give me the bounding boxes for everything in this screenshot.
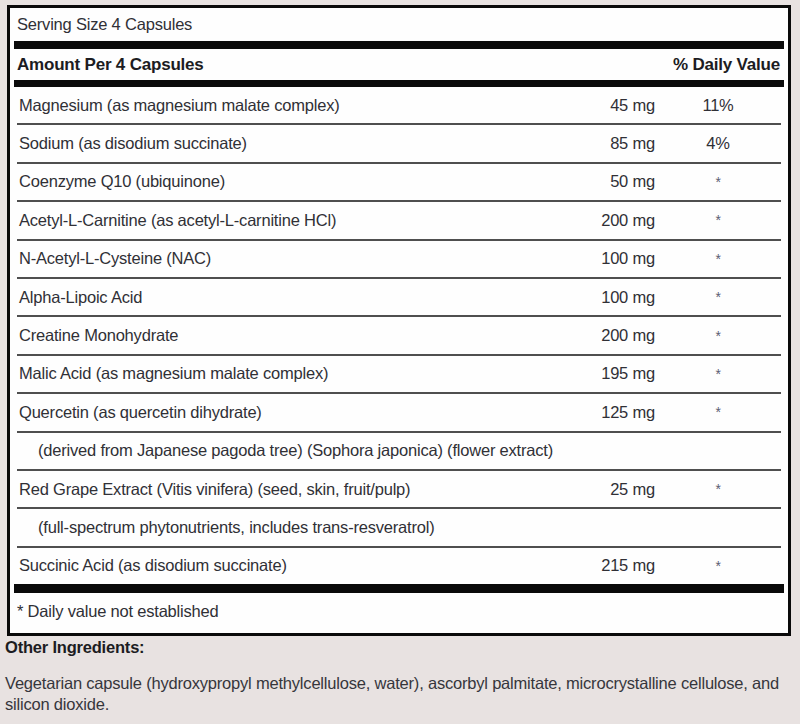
ingredient-daily-value: * <box>655 212 781 228</box>
supplement-facts-panel: Serving Size 4 Capsules Amount Per 4 Cap… <box>7 5 791 636</box>
amount-per-header: Amount Per 4 Capsules <box>17 55 204 75</box>
ingredient-name: Red Grape Extract (Vitis vinifera) (seed… <box>17 480 555 499</box>
table-row: Acetyl-L-Carnitine (as acetyl-L-carnitin… <box>17 202 781 240</box>
table-subrow: (full-spectrum phytonutrients, includes … <box>17 509 781 547</box>
table-row: Sodium (as disodium succinate) 85 mg 4% <box>17 125 781 163</box>
ingredient-daily-value: * <box>655 481 781 497</box>
ingredient-daily-value: * <box>655 558 781 574</box>
table-row: Alpha-Lipoic Acid 100 mg * <box>17 279 781 317</box>
table-row: Succinic Acid (as disodium succinate) 21… <box>17 548 781 584</box>
thick-divider-header <box>14 80 784 87</box>
ingredient-amount: 45 mg <box>555 96 655 115</box>
ingredient-name: Acetyl-L-Carnitine (as acetyl-L-carnitin… <box>17 211 555 230</box>
ingredient-amount: 100 mg <box>555 288 655 307</box>
table-row: Coenzyme Q10 (ubiquinone) 50 mg * <box>17 164 781 202</box>
ingredient-amount: 100 mg <box>555 249 655 268</box>
other-ingredients-section: Other Ingredients: Vegetarian capsule (h… <box>5 638 793 715</box>
ingredient-daily-value: * <box>655 366 781 382</box>
ingredient-name: Creatine Monohydrate <box>17 326 555 345</box>
ingredient-daily-value: * <box>655 289 781 305</box>
table-row: Red Grape Extract (Vitis vinifera) (seed… <box>17 471 781 509</box>
serving-size-row: Serving Size 4 Capsules <box>10 8 788 41</box>
daily-value-header: % Daily Value <box>673 55 780 75</box>
ingredient-name: Succinic Acid (as disodium succinate) <box>17 556 555 575</box>
ingredient-name: Coenzyme Q10 (ubiquinone) <box>17 172 555 191</box>
ingredient-daily-value: * <box>655 174 781 190</box>
ingredient-table: Magnesium (as magnesium malate complex) … <box>10 87 788 584</box>
serving-size-text: Serving Size 4 Capsules <box>17 15 192 34</box>
ingredient-amount: 200 mg <box>555 211 655 230</box>
thick-divider-top <box>14 41 784 49</box>
ingredient-daily-value: * <box>655 328 781 344</box>
ingredient-name: Magnesium (as magnesium malate complex) <box>17 96 555 115</box>
supplement-label: Serving Size 4 Capsules Amount Per 4 Cap… <box>0 0 800 724</box>
ingredient-daily-value: * <box>655 404 781 420</box>
ingredient-amount: 25 mg <box>555 480 655 499</box>
ingredient-daily-value: 4% <box>655 134 781 153</box>
ingredient-name: Malic Acid (as magnesium malate complex) <box>17 364 555 383</box>
footnote-row: * Daily value not established <box>10 593 788 633</box>
ingredient-amount: 195 mg <box>555 364 655 383</box>
ingredient-amount: 215 mg <box>555 556 655 575</box>
table-row: Magnesium (as magnesium malate complex) … <box>17 87 781 125</box>
ingredient-name: Sodium (as disodium succinate) <box>17 134 555 153</box>
ingredient-detail: (full-spectrum phytonutrients, includes … <box>17 518 555 537</box>
thick-divider-bottom <box>14 584 784 593</box>
table-subrow: (derived from Japanese pagoda tree) (Sop… <box>17 433 781 471</box>
daily-value-footnote: * Daily value not established <box>17 602 219 621</box>
table-row: Malic Acid (as magnesium malate complex)… <box>17 356 781 394</box>
ingredient-amount: 85 mg <box>555 134 655 153</box>
ingredient-amount: 50 mg <box>555 172 655 191</box>
table-row: Quercetin (as quercetin dihydrate) 125 m… <box>17 394 781 432</box>
table-row: Creatine Monohydrate 200 mg * <box>17 317 781 355</box>
ingredient-detail: (derived from Japanese pagoda tree) (Sop… <box>17 441 555 460</box>
ingredient-name: Alpha-Lipoic Acid <box>17 288 555 307</box>
ingredient-daily-value: 11% <box>655 96 781 115</box>
ingredient-amount: 200 mg <box>555 326 655 345</box>
ingredient-name: Quercetin (as quercetin dihydrate) <box>17 403 555 422</box>
ingredient-amount: 125 mg <box>555 403 655 422</box>
ingredient-daily-value: * <box>655 251 781 267</box>
other-ingredients-text: Vegetarian capsule (hydroxypropyl methyl… <box>5 673 793 715</box>
table-header-row: Amount Per 4 Capsules % Daily Value <box>10 49 788 80</box>
ingredient-name: N-Acetyl-L-Cysteine (NAC) <box>17 249 555 268</box>
other-ingredients-title: Other Ingredients: <box>5 638 793 657</box>
table-row: N-Acetyl-L-Cysteine (NAC) 100 mg * <box>17 241 781 279</box>
